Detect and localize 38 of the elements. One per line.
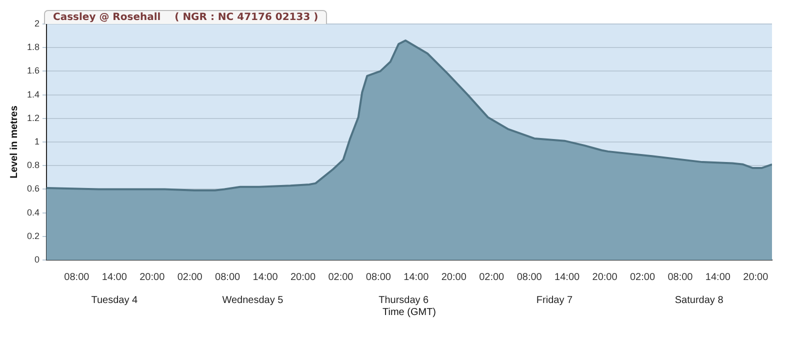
- x2-tick-label: Saturday 8: [674, 294, 724, 306]
- x-tick-label: 14:00: [705, 272, 731, 283]
- x-tick-label: 08:00: [668, 272, 694, 283]
- y-axis-title: Level in metres: [8, 105, 20, 178]
- x-tick-label: 20:00: [592, 272, 618, 283]
- x2-tick-label: Thursday 6: [378, 294, 430, 306]
- x-tick-label: 20:00: [290, 272, 316, 283]
- chart-title: Cassley @ Rosehall ( NGR : NC 47176 02133 ): [44, 10, 328, 24]
- x-tick-label: 20:00: [743, 272, 769, 283]
- x-axis-title: Time (GMT): [382, 306, 436, 318]
- y-tick-label: 0.8: [26, 160, 40, 170]
- x-tick-label: 02:00: [177, 272, 203, 283]
- y-tick-label: 1.6: [26, 66, 40, 76]
- x-tick-label: 08:00: [516, 272, 542, 283]
- x-tick-label: 14:00: [404, 272, 430, 283]
- y-tick-label: 0.2: [26, 230, 40, 241]
- x2-tick-label: Friday 7: [536, 294, 573, 306]
- x-tick-label: 08:00: [366, 272, 392, 283]
- y-tick-label: 1: [34, 136, 40, 146]
- x-tick-label: 02:00: [630, 272, 656, 283]
- y-tick-label: 1.4: [26, 89, 40, 100]
- y-tick-label: 2: [34, 18, 40, 28]
- x-tick-label: 02:00: [479, 272, 505, 283]
- y-tick-label: 0.4: [26, 207, 40, 218]
- x2-tick-label: Tuesday 4: [91, 294, 138, 306]
- x-tick-label: 20:00: [441, 272, 467, 283]
- x-tick-label: 08:00: [64, 272, 90, 283]
- x-tick-label: 14:00: [252, 272, 278, 283]
- x-tick-label: 02:00: [328, 272, 354, 283]
- y-tick-label: 0: [34, 254, 40, 264]
- x-tick-label: 08:00: [215, 272, 241, 283]
- y-tick-label: 0.6: [26, 184, 40, 194]
- x2-tick-label: Wednesday 5: [222, 294, 284, 306]
- x-tick-label: 14:00: [102, 272, 128, 283]
- x-tick-label: 14:00: [554, 272, 580, 283]
- y-tick-label: 1.2: [26, 112, 40, 123]
- x-tick-label: 20:00: [140, 272, 166, 283]
- y-tick-label: 1.8: [26, 42, 40, 52]
